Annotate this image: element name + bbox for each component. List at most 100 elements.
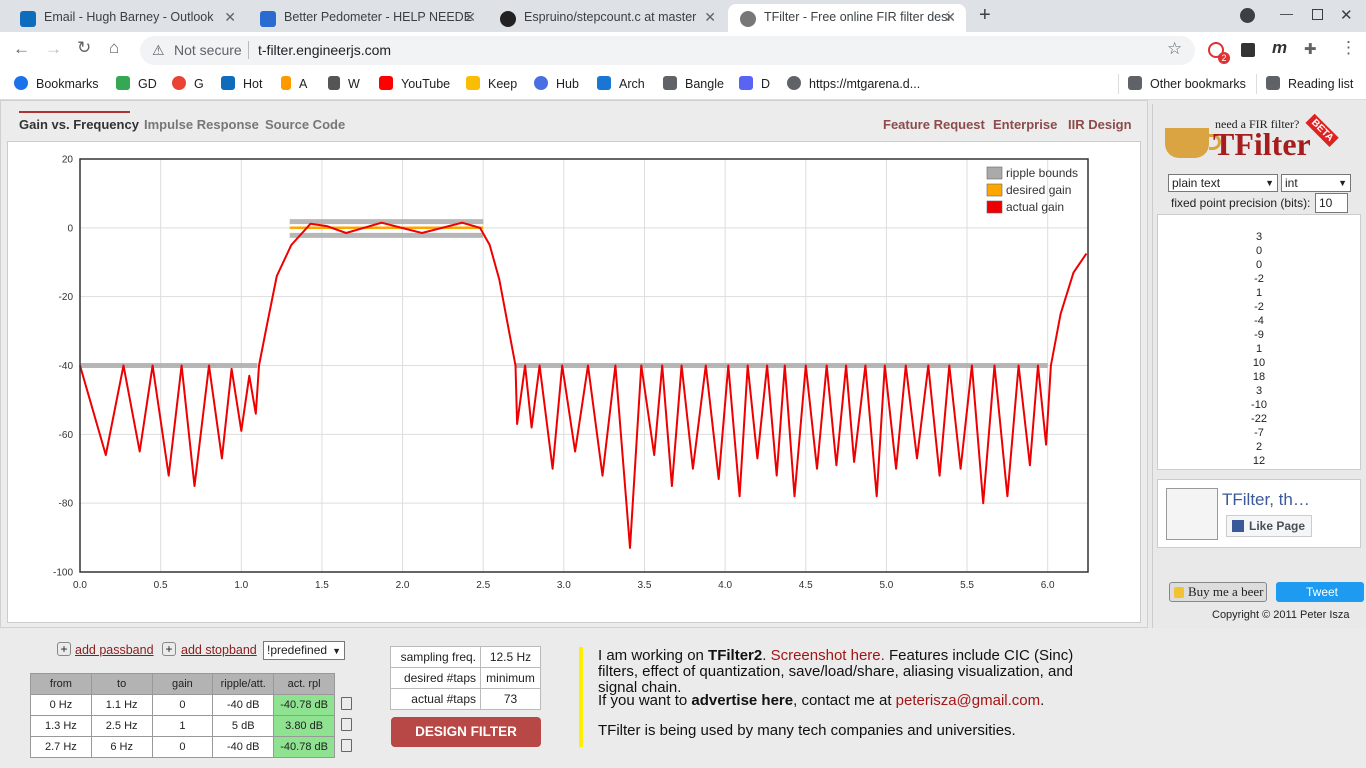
divider — [1118, 74, 1119, 94]
bookmark[interactable]: GD — [116, 76, 157, 91]
param-value[interactable]: 73 — [480, 688, 541, 710]
nav-tab[interactable]: Gain vs. Frequency — [19, 117, 139, 132]
predefined-select[interactable]: !predefined ▼ — [263, 641, 345, 660]
band-row: 2.7 Hz 6 Hz 0 -40 dB -40.78 dB — [30, 736, 358, 758]
band-cell[interactable]: 6 Hz — [90, 736, 153, 758]
band-cell[interactable]: 5 dB — [212, 715, 275, 737]
band-cell[interactable]: 0 Hz — [30, 694, 92, 716]
bookmark[interactable]: https://mtgarena.d... — [787, 76, 920, 91]
band-cell[interactable]: 0 — [151, 736, 214, 758]
add-stopband[interactable]: add stopband — [181, 643, 257, 657]
tab-close[interactable]: ✕ — [944, 9, 956, 25]
param-value[interactable]: 12.5 Hz — [480, 646, 541, 668]
reload[interactable]: ↻ — [77, 38, 92, 57]
tab-close[interactable]: ✕ — [704, 9, 716, 25]
menu[interactable]: ⋮ — [1340, 38, 1357, 57]
band-cell[interactable]: -40 dB — [212, 736, 275, 758]
minimize[interactable]: — — [1280, 6, 1293, 21]
delete-icon[interactable] — [340, 697, 352, 710]
tab[interactable]: Espruino/stepcount.c at master ✕ — [488, 4, 726, 32]
param-value[interactable]: minimum — [480, 667, 541, 689]
delete-icon[interactable] — [340, 739, 352, 752]
tab[interactable]: TFilter - Free online FIR filter desi ✕ — [728, 4, 966, 32]
text: If you want to — [598, 692, 692, 709]
tab-close[interactable]: ✕ — [464, 9, 476, 25]
band-cell[interactable]: 1.1 Hz — [90, 694, 153, 716]
param-row: actual #taps 73 — [390, 688, 541, 710]
nav-link[interactable]: Enterprise — [993, 117, 1058, 132]
nav-tab[interactable]: Impulse Response — [144, 117, 259, 132]
beer-button[interactable]: Buy me a beer — [1169, 582, 1267, 602]
bookmark[interactable]: Bookmarks — [14, 76, 99, 91]
bookmark[interactable]: Arch — [597, 76, 645, 91]
nav-link[interactable]: IIR Design — [1068, 117, 1132, 132]
star[interactable]: ☆ — [1167, 39, 1183, 58]
tab-close[interactable]: ✕ — [224, 9, 236, 25]
bookmark[interactable]: YouTube — [379, 76, 450, 91]
bookmark[interactable]: G — [172, 76, 204, 91]
coefficient: -4 — [1254, 315, 1264, 327]
design-button[interactable]: DESIGN FILTER — [391, 717, 541, 747]
band-cell[interactable]: 2.7 Hz — [30, 736, 92, 758]
tab-search[interactable] — [1240, 8, 1255, 23]
back[interactable]: ← — [13, 39, 30, 58]
bookmark[interactable]: W — [328, 76, 360, 91]
delete-cell — [334, 694, 358, 716]
band-cell[interactable]: 1.3 Hz — [30, 715, 92, 737]
tab[interactable]: Email - Hugh Barney - Outlook ✕ — [8, 4, 246, 32]
nav-tab[interactable]: Source Code — [265, 117, 346, 132]
bookmark-label: Hot — [243, 77, 263, 91]
url: t-filter.engineerjs.com — [258, 42, 392, 58]
nav-link[interactable]: Feature Request — [883, 117, 985, 132]
tab[interactable]: Better Pedometer - HELP NEEDE ✕ — [248, 4, 486, 32]
precision-label: fixed point precision (bits): — [1171, 196, 1311, 210]
extension[interactable] — [1241, 43, 1255, 57]
bookmark[interactable]: Hub — [534, 76, 579, 91]
link[interactable]: Screenshot here. — [770, 647, 885, 664]
bookmark-folder[interactable]: Other bookmarks — [1128, 76, 1246, 91]
param-row: desired #taps minimum — [390, 667, 541, 689]
tab-title: Espruino/stepcount.c at master — [524, 10, 697, 24]
like-button[interactable]: Like Page — [1226, 515, 1313, 537]
band-cell[interactable]: 0 — [151, 694, 214, 716]
home[interactable]: ⌂ — [109, 38, 120, 57]
extensions-menu[interactable]: ✚ — [1304, 41, 1317, 58]
bookmark[interactable]: Hot — [221, 76, 262, 91]
bookmark-label: Arch — [619, 77, 645, 91]
add-passband[interactable]: add passband — [75, 643, 154, 657]
link[interactable]: peterisza@gmail.com — [895, 692, 1041, 709]
extension-badge: 2 — [1218, 52, 1230, 64]
tab-icon — [500, 11, 516, 27]
header-cell: to — [90, 673, 153, 695]
precision-input[interactable]: 10 — [1315, 193, 1348, 213]
band-cell[interactable]: 2.5 Hz — [90, 715, 153, 737]
logo-tagline: need a FIR filter? — [1215, 117, 1300, 131]
bookmark-icon — [1128, 76, 1142, 90]
x-tick-label: 0.0 — [73, 580, 87, 591]
delete-icon[interactable] — [340, 718, 352, 731]
tweet-label: Tweet — [1306, 585, 1339, 599]
bookmark[interactable]: D — [739, 76, 770, 91]
bookmark[interactable]: A — [281, 76, 307, 91]
plot-frame — [79, 158, 1089, 573]
extension[interactable]: m — [1272, 38, 1288, 57]
format-select[interactable]: plain text ▼ — [1168, 174, 1278, 192]
bookmark[interactable]: Keep — [466, 76, 517, 91]
bookmark[interactable]: Bangle — [663, 76, 724, 91]
close-window[interactable]: ✕ — [1340, 7, 1353, 24]
reading-list[interactable]: Reading list — [1266, 76, 1353, 91]
forward[interactable]: → — [45, 39, 62, 58]
extension[interactable] — [1208, 42, 1224, 58]
band-cell[interactable]: -40 dB — [212, 694, 275, 716]
new-tab[interactable]: + — [979, 4, 991, 26]
series-line — [80, 219, 1048, 368]
y-tick-label: -60 — [59, 430, 74, 441]
type-select[interactable]: int ▼ — [1281, 174, 1351, 192]
band-cell[interactable]: 1 — [151, 715, 214, 737]
coefficient: -10 — [1251, 399, 1267, 411]
omnibox[interactable]: ⚠ Not secure t-filter.engineerjs.com ☆ — [140, 36, 1195, 65]
restore[interactable] — [1312, 9, 1323, 20]
facebook-page-name[interactable]: TFilter, th… — [1222, 490, 1310, 509]
divider — [1256, 74, 1257, 94]
tweet-button[interactable]: Tweet — [1276, 582, 1364, 602]
